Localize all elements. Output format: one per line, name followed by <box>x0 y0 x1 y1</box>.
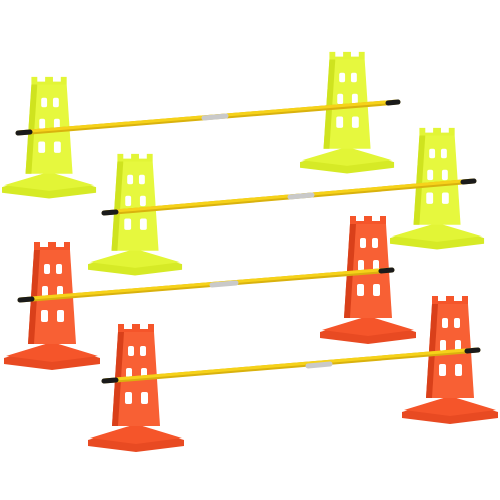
back-yellow-hurdle <box>2 51 401 199</box>
front-orange-hurdle <box>88 296 498 452</box>
middle-orange-hurdle <box>4 216 416 370</box>
middle-yellow-hurdle <box>88 127 485 276</box>
hurdle-pole <box>15 99 401 136</box>
hurdle-pole <box>101 347 481 384</box>
hurdle-pole <box>17 267 395 303</box>
hurdle-pole <box>101 178 477 216</box>
